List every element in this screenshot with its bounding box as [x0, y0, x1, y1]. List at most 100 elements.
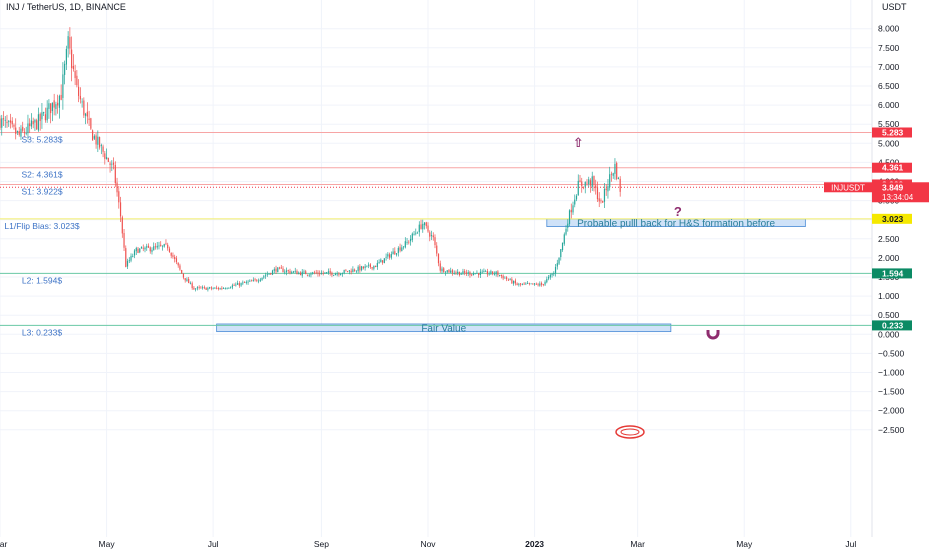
candle-body[interactable]: [345, 270, 347, 272]
candle-body[interactable]: [359, 266, 361, 271]
candle-body[interactable]: [397, 247, 399, 253]
candle-body[interactable]: [36, 120, 38, 130]
candle-body[interactable]: [198, 286, 200, 288]
candle-body[interactable]: [348, 270, 350, 272]
candle-body[interactable]: [532, 283, 534, 285]
candle-body[interactable]: [46, 107, 48, 121]
candle-body[interactable]: [453, 272, 455, 274]
candle-body[interactable]: [387, 254, 389, 257]
candle-body[interactable]: [203, 287, 205, 289]
candle-body[interactable]: [596, 187, 599, 200]
candle-body[interactable]: [490, 271, 492, 274]
candle-body[interactable]: [598, 198, 600, 202]
candle-body[interactable]: [105, 157, 108, 159]
candle-body[interactable]: [161, 245, 164, 247]
candle-body[interactable]: [437, 253, 440, 264]
candle-body[interactable]: [163, 244, 165, 247]
candle-body[interactable]: [320, 272, 323, 275]
candle-body[interactable]: [516, 283, 518, 285]
candle-body[interactable]: [212, 288, 214, 290]
candle-body[interactable]: [256, 280, 258, 282]
candle-body[interactable]: [460, 273, 462, 275]
candle-body[interactable]: [619, 178, 621, 192]
candle-body[interactable]: [589, 180, 592, 186]
candle-body[interactable]: [67, 36, 69, 49]
candle-body[interactable]: [107, 157, 109, 162]
candle-body[interactable]: [425, 222, 427, 227]
candle-body[interactable]: [223, 288, 225, 289]
candle-body[interactable]: [181, 270, 183, 274]
candle-body[interactable]: [247, 281, 249, 283]
candle-body[interactable]: [116, 182, 118, 193]
candle-body[interactable]: [507, 279, 509, 281]
candle-body[interactable]: [219, 288, 221, 290]
candle-body[interactable]: [294, 270, 296, 272]
candle-body[interactable]: [128, 260, 130, 262]
candle-body[interactable]: [191, 283, 193, 289]
candle-body[interactable]: [423, 222, 426, 225]
candle-body[interactable]: [523, 283, 525, 285]
candle-body[interactable]: [147, 245, 150, 248]
candle-body[interactable]: [44, 114, 47, 121]
candle-body[interactable]: [209, 287, 211, 289]
candle-body[interactable]: [533, 283, 536, 285]
candle-body[interactable]: [570, 209, 572, 213]
candle-body[interactable]: [616, 162, 618, 179]
magnet-icon[interactable]: [706, 330, 720, 340]
candle-body[interactable]: [98, 137, 101, 148]
candle-body[interactable]: [132, 255, 134, 257]
candle-body[interactable]: [364, 266, 366, 269]
candle-body[interactable]: [388, 254, 391, 258]
candle-body[interactable]: [153, 246, 155, 251]
candle-body[interactable]: [558, 257, 560, 264]
candle-body[interactable]: [551, 273, 553, 276]
candle-body[interactable]: [567, 223, 569, 228]
candle-body[interactable]: [312, 272, 314, 274]
candle-body[interactable]: [71, 49, 73, 69]
candle-body[interactable]: [235, 284, 237, 286]
candle-body[interactable]: [271, 270, 274, 275]
candle-body[interactable]: [236, 283, 239, 285]
candle-body[interactable]: [172, 255, 174, 257]
candle-body[interactable]: [210, 287, 212, 289]
candle-body[interactable]: [97, 136, 99, 145]
candle-body[interactable]: [123, 233, 125, 248]
candle-body[interactable]: [495, 271, 497, 275]
candle-body[interactable]: [23, 131, 26, 134]
candle-body[interactable]: [217, 287, 219, 290]
candle-body[interactable]: [478, 273, 480, 276]
candle-body[interactable]: [25, 132, 27, 134]
candle-body[interactable]: [250, 280, 253, 282]
candle-body[interactable]: [83, 100, 85, 116]
candle-body[interactable]: [530, 283, 532, 285]
candle-body[interactable]: [291, 271, 293, 273]
candle-body[interactable]: [579, 180, 581, 183]
candle-body[interactable]: [16, 131, 19, 133]
candle-body[interactable]: [334, 273, 337, 276]
candle-body[interactable]: [154, 246, 157, 248]
candle-body[interactable]: [492, 271, 494, 274]
candle-body[interactable]: [401, 247, 403, 252]
candle-body[interactable]: [184, 278, 186, 281]
candle-body[interactable]: [582, 186, 585, 188]
candle-body[interactable]: [284, 271, 286, 273]
candle-body[interactable]: [168, 248, 171, 252]
candle-body[interactable]: [287, 270, 289, 271]
candle-body[interactable]: [378, 262, 380, 263]
candle-body[interactable]: [595, 185, 597, 188]
candle-body[interactable]: [245, 281, 247, 283]
candle-body[interactable]: [2, 118, 5, 120]
candle-body[interactable]: [547, 276, 550, 279]
candle-body[interactable]: [135, 248, 137, 252]
candle-body[interactable]: [467, 272, 469, 274]
candle-body[interactable]: [273, 269, 275, 271]
candle-body[interactable]: [254, 279, 256, 281]
candle-body[interactable]: [506, 277, 508, 280]
candle-body[interactable]: [528, 282, 530, 284]
candle-body[interactable]: [289, 270, 291, 274]
candle-body[interactable]: [317, 272, 319, 274]
candle-body[interactable]: [383, 258, 385, 264]
candle-body[interactable]: [243, 282, 246, 283]
candle-body[interactable]: [133, 250, 136, 256]
candle-body[interactable]: [78, 86, 80, 96]
